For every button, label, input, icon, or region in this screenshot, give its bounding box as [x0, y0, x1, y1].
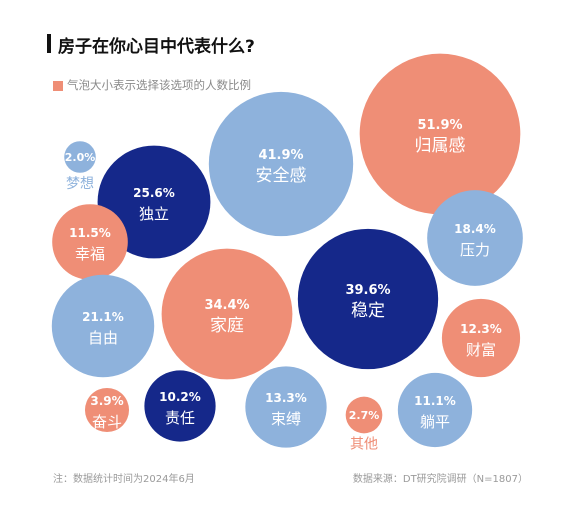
bubble-value-label: 51.9%: [417, 118, 462, 133]
bubble-category-label: 安全感: [256, 166, 307, 186]
legend-text: 气泡大小表示选择该选项的人数比例: [67, 78, 251, 92]
bubble-value-label: 11.5%: [69, 226, 111, 240]
bubble-压力: 18.4% 压力: [427, 190, 523, 286]
bubble-circle: [51, 274, 155, 378]
bubble-束缚: 13.3% 束缚: [245, 366, 327, 448]
bubble-circle: [397, 372, 473, 448]
bubble-value-label: 2.0%: [65, 151, 96, 164]
bubble-circle: [297, 228, 439, 370]
bubble-value-label: 13.3%: [265, 391, 307, 405]
bubble-value-label: 41.9%: [258, 148, 303, 163]
bubble-value-label: 3.9%: [90, 394, 123, 408]
bubble-category-label: 稳定: [351, 301, 385, 321]
bubble-category-label: 幸福: [75, 245, 105, 263]
bubble-category-label: 躺平: [420, 413, 450, 431]
bubble-安全感: 41.9% 安全感: [208, 91, 354, 237]
bubble-category-label: 责任: [165, 409, 195, 427]
chart-title: 房子在你心目中代表什么?: [58, 37, 255, 57]
bubble-value-label: 2.7%: [349, 409, 380, 422]
footnote-source: 数据来源：DT研究院调研（N=1807）: [352, 474, 528, 485]
bubble-value-label: 25.6%: [133, 186, 175, 200]
bubble-责任: 10.2% 责任: [144, 370, 216, 442]
bubble-category-label: 自由: [88, 329, 118, 347]
bubble-circle: [345, 396, 383, 434]
legend-swatch: [53, 81, 63, 91]
title-accent-bar: [47, 34, 51, 53]
bubble-奋斗: 3.9% 奋斗: [84, 387, 130, 433]
bubble-自由: 21.1% 自由: [51, 274, 155, 378]
bubble-circle: [52, 204, 128, 280]
bubble-value-label: 18.4%: [454, 222, 496, 236]
bubble-梦想: 2.0% 梦想: [64, 141, 96, 192]
bubble-circle: [441, 298, 521, 378]
bubble-category-label: 其他: [350, 436, 378, 452]
bubble-category-label: 家庭: [210, 316, 244, 336]
bubble-归属感: 51.9% 归属感: [359, 53, 521, 215]
bubble-circle: [144, 370, 216, 442]
bubble-circle: [84, 387, 130, 433]
bubble-circle: [245, 366, 327, 448]
bubble-财富: 12.3% 财富: [441, 298, 521, 378]
bubble-value-label: 12.3%: [460, 322, 502, 336]
bubble-value-label: 10.2%: [159, 390, 201, 404]
bubble-躺平: 11.1% 躺平: [397, 372, 473, 448]
bubble-value-label: 21.1%: [82, 310, 124, 324]
bubble-value-label: 39.6%: [345, 283, 390, 298]
bubble-value-label: 11.1%: [414, 394, 456, 408]
bubble-category-label: 归属感: [415, 136, 466, 156]
bubble-category-label: 财富: [466, 341, 496, 359]
bubble-家庭: 34.4% 家庭: [161, 248, 293, 380]
bubble-circle: [161, 248, 293, 380]
bubble-category-label: 独立: [139, 205, 169, 223]
bubble-category-label: 束缚: [271, 410, 301, 428]
bubble-其他: 2.7% 其他: [345, 396, 383, 452]
footnote-date: 注：数据统计时间为2024年6月: [53, 474, 195, 485]
bubble-category-label: 压力: [460, 241, 490, 259]
bubble-circle: [359, 53, 521, 215]
bubble-circle: [64, 141, 96, 173]
bubble-value-label: 34.4%: [204, 298, 249, 313]
bubble-circle: [427, 190, 523, 286]
bubble-circle: [208, 91, 354, 237]
bubble-幸福: 11.5% 幸福: [52, 204, 128, 280]
bubble-category-label: 奋斗: [92, 413, 122, 431]
bubble-稳定: 39.6% 稳定: [297, 228, 439, 370]
bubble-category-label: 梦想: [66, 176, 94, 192]
